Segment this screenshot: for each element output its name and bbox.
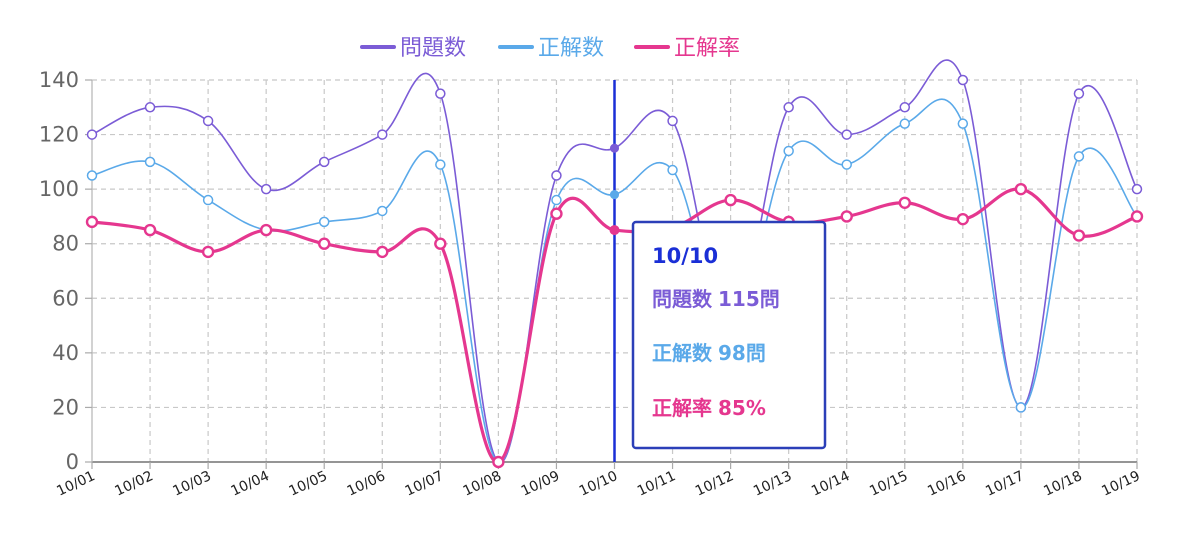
data-point-correct — [899, 118, 911, 129]
data-point-rate — [724, 193, 737, 207]
data-point-correct — [435, 159, 446, 170]
x-tick-label: 10/14 — [809, 468, 852, 500]
x-tick-label: 10/03 — [170, 468, 213, 500]
data-point-correct — [86, 170, 98, 181]
tooltip-line-correct: 正解数 98問 — [652, 341, 766, 365]
y-tick-label: 140 — [39, 68, 79, 92]
x-tick-label: 10/19 — [1099, 468, 1142, 500]
data-point-correct — [551, 194, 562, 206]
x-axis: 10/01 10/02 10/03 10/04 10/05 10/06 10/07 10/08… — [54, 462, 1143, 500]
y-tick-label: 40 — [52, 341, 79, 365]
data-point-questions — [144, 102, 156, 113]
data-point-questions — [609, 143, 620, 153]
x-tick-label: 10/05 — [287, 468, 330, 500]
x-tick-label: 10/15 — [867, 468, 910, 500]
data-point-correct — [144, 156, 156, 168]
data-point-rate — [550, 207, 563, 220]
x-tick-label: 10/16 — [925, 468, 968, 500]
data-point-questions — [899, 102, 911, 113]
data-point-rate — [201, 245, 215, 259]
data-point-questions — [841, 129, 852, 140]
x-tick-label: 10/02 — [112, 468, 155, 500]
y-tick-label: 100 — [39, 177, 79, 201]
tooltip-title: 10/10 — [652, 244, 718, 268]
legend-label-questions: 問題数 — [400, 36, 466, 61]
data-point-questions — [377, 129, 388, 140]
x-tick-label: 10/17 — [983, 468, 1026, 500]
data-point-questions — [435, 88, 446, 99]
data-point-correct — [609, 190, 620, 200]
data-point-rate — [1072, 229, 1086, 242]
data-point-rate — [434, 237, 447, 250]
data-point-questions — [86, 129, 98, 140]
series-points — [85, 74, 1144, 469]
y-tick-label: 0 — [66, 450, 79, 474]
data-point-correct — [1073, 151, 1085, 162]
data-point-correct — [318, 216, 330, 228]
x-tick-label: 10/18 — [1041, 468, 1084, 500]
x-tick-label: 10/06 — [345, 468, 388, 500]
data-point-rate — [318, 237, 331, 250]
data-point-correct — [841, 159, 852, 170]
data-point-rate — [898, 196, 911, 209]
x-tick-label: 10/08 — [461, 468, 504, 500]
data-point-rate — [492, 455, 505, 469]
data-point-questions — [957, 74, 969, 86]
data-point-correct — [957, 118, 969, 129]
y-axis: 0 20 40 60 80 100 120 140 — [39, 68, 92, 474]
data-point-questions — [783, 102, 794, 113]
chart-legend: 問題数 正解数 正解率 — [360, 36, 740, 61]
data-point-rate — [85, 215, 99, 229]
data-point-rate — [1014, 182, 1028, 196]
data-point-correct — [667, 164, 678, 176]
data-point-rate — [609, 225, 620, 236]
data-point-rate — [956, 212, 970, 226]
x-tick-label: 10/11 — [635, 468, 678, 500]
y-tick-label: 120 — [39, 123, 79, 147]
y-tick-label: 60 — [52, 286, 79, 310]
data-point-questions — [1073, 88, 1085, 99]
x-tick-label: 10/07 — [403, 468, 446, 500]
data-point-rate — [376, 245, 389, 259]
tooltip-line-questions: 問題数 115問 — [652, 287, 780, 311]
data-point-questions — [318, 156, 330, 168]
data-point-questions — [667, 115, 678, 127]
data-point-rate — [143, 223, 157, 237]
x-tick-label: 10/12 — [693, 468, 736, 500]
data-point-questions — [551, 170, 562, 181]
y-tick-label: 20 — [52, 395, 79, 419]
data-point-correct — [377, 205, 388, 217]
series-line-questions — [91, 59, 1138, 464]
data-point-correct — [1015, 402, 1027, 413]
data-point-questions — [202, 115, 214, 127]
data-point-questions — [1131, 183, 1143, 195]
data-point-rate — [259, 223, 273, 237]
tooltip-line-rate: 正解率 85% — [652, 396, 766, 420]
x-tick-label: 10/04 — [229, 468, 272, 500]
tooltip-box — [631, 220, 827, 450]
x-tick-label: 10/13 — [751, 468, 794, 500]
tooltip: 10/10 問題数 115問 正解数 98問 正解率 85% — [631, 220, 827, 450]
x-tick-label: 10/10 — [577, 468, 620, 500]
y-tick-label: 80 — [52, 232, 79, 256]
legend-label-correct: 正解数 — [538, 36, 604, 61]
data-point-rate — [840, 210, 853, 223]
data-point-correct — [202, 194, 214, 206]
x-tick-label: 10/09 — [519, 468, 562, 500]
data-point-rate — [1130, 210, 1144, 223]
data-point-correct — [783, 145, 794, 157]
data-point-questions — [260, 183, 272, 195]
legend-label-rate: 正解率 — [674, 36, 740, 61]
